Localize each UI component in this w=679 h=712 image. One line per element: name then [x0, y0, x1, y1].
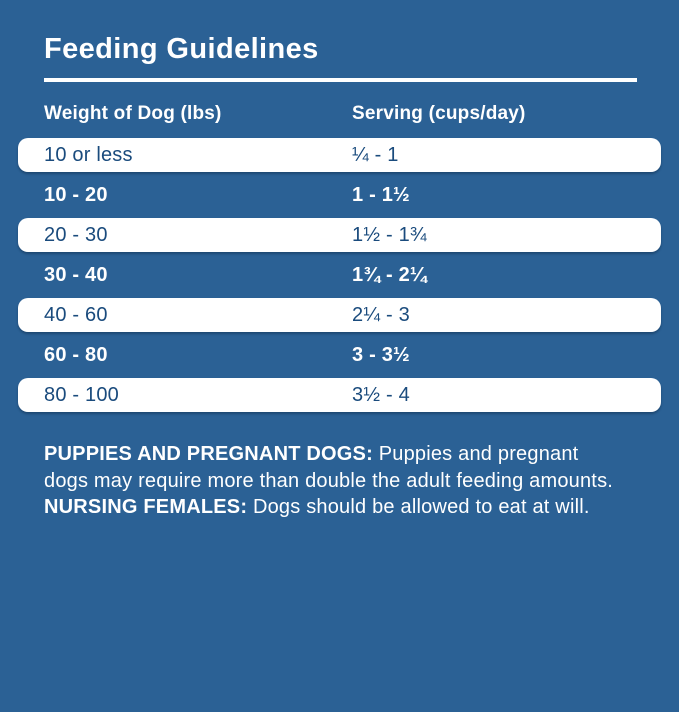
feeding-notes: PUPPIES AND PREGNANT DOGS: Puppies and p…: [44, 441, 614, 521]
weight-cell: 80 - 100: [44, 383, 119, 406]
feeding-table: 10 or less ¼ - 1 10 - 20 1 - 1½ 20 - 30 …: [18, 138, 661, 412]
puppies-label: PUPPIES AND PREGNANT DOGS:: [44, 443, 373, 465]
weight-cell: 60 - 80: [44, 343, 108, 366]
table-row: 80 - 100 3½ - 4: [18, 378, 661, 412]
table-row: 40 - 60 2¼ - 3: [18, 298, 661, 332]
table-row: 30 - 40 1¾ - 2¼: [18, 255, 661, 295]
serving-cell: 1½ - 1¾: [352, 223, 427, 246]
page-title: Feeding Guidelines: [44, 33, 319, 65]
weight-cell: 30 - 40: [44, 263, 108, 286]
serving-cell: 1¾ - 2¼: [352, 263, 427, 286]
column-header-serving: Serving (cups/day): [352, 103, 526, 124]
weight-cell: 10 - 20: [44, 183, 108, 206]
puppies-text: Puppies and pregnant dogs may require mo…: [44, 443, 614, 492]
table-row: 10 - 20 1 - 1½: [18, 175, 661, 215]
title-underline: [44, 78, 637, 82]
serving-cell: 2¼ - 3: [352, 303, 410, 326]
serving-cell: ¼ - 1: [352, 143, 399, 166]
feeding-guidelines-panel: Feeding Guidelines Weight of Dog (lbs) S…: [0, 33, 679, 712]
nursing-text: Dogs should be allowed to eat at will.: [247, 496, 590, 518]
table-row: 60 - 80 3 - 3½: [18, 335, 661, 375]
weight-cell: 10 or less: [44, 143, 133, 166]
nursing-label: NURSING FEMALES:: [44, 496, 248, 518]
serving-cell: 1 - 1½: [352, 183, 410, 206]
weight-cell: 20 - 30: [44, 223, 108, 246]
serving-cell: 3 - 3½: [352, 343, 410, 366]
table-row: 20 - 30 1½ - 1¾: [18, 218, 661, 252]
table-row: 10 or less ¼ - 1: [18, 138, 661, 172]
serving-cell: 3½ - 4: [352, 383, 410, 406]
column-header-weight: Weight of Dog (lbs): [44, 103, 222, 124]
table-header-row: Weight of Dog (lbs) Serving (cups/day): [44, 103, 635, 125]
weight-cell: 40 - 60: [44, 303, 108, 326]
